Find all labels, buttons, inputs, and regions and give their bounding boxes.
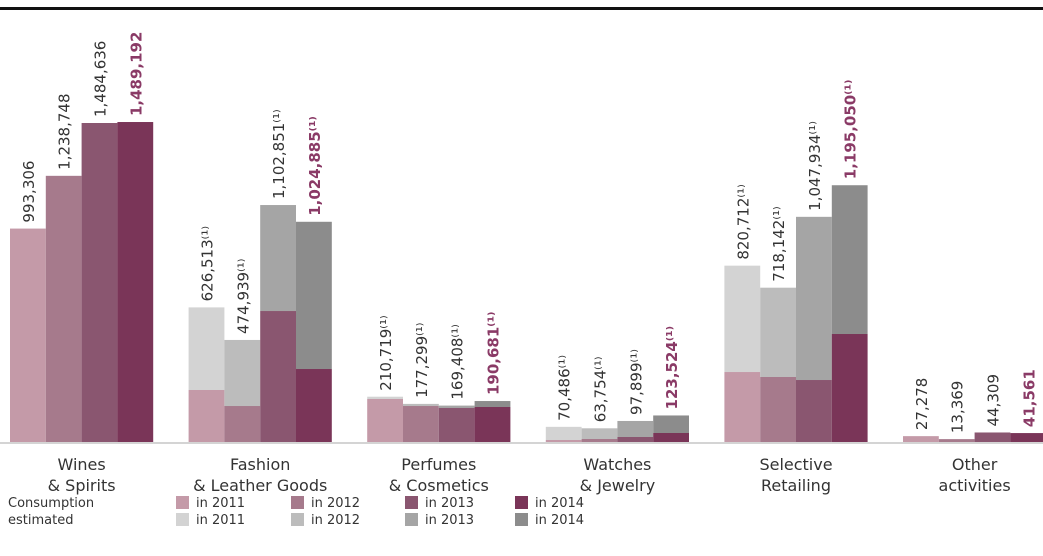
value-label: 210,719⁽¹⁾	[377, 315, 395, 390]
x-tick-label: activities	[939, 476, 1011, 495]
bar-segment	[367, 396, 403, 400]
bar-segment	[296, 369, 332, 442]
bar-segment	[724, 265, 761, 373]
bar-segment	[188, 390, 225, 442]
x-tick-label: Perfumes	[401, 455, 476, 474]
bar-segment	[831, 334, 868, 442]
legend-label: in 2014	[535, 513, 584, 528]
value-label: 41,561	[1020, 369, 1038, 427]
bar-segment	[581, 428, 618, 439]
bar-segment	[367, 399, 403, 442]
x-tick-label: & Leather Goods	[193, 476, 327, 495]
bar-segment	[617, 436, 654, 442]
bar-segment	[545, 426, 582, 441]
bar-segment	[903, 436, 939, 442]
value-label: 993,306	[20, 161, 38, 223]
x-tick-label: Watches	[583, 455, 651, 474]
value-label: 820,712⁽¹⁾	[734, 184, 752, 259]
value-label: 1,489,192	[127, 32, 145, 116]
value-label: 1,024,885⁽¹⁾	[306, 116, 324, 216]
bar-segment	[438, 408, 475, 442]
x-tick-label: Wines	[57, 455, 105, 474]
value-label: 626,513⁽¹⁾	[199, 226, 217, 301]
bar-segment	[403, 406, 439, 442]
legend-swatch	[176, 496, 189, 509]
value-label: 63,754⁽¹⁾	[592, 356, 610, 422]
bar-segment	[474, 406, 511, 442]
bar-segment	[10, 228, 46, 442]
bar-segment	[831, 185, 868, 335]
value-label: 177,299⁽¹⁾	[413, 322, 431, 397]
bar-segment	[653, 432, 689, 442]
bar-segment	[545, 440, 582, 442]
x-tick-label: Retailing	[761, 476, 831, 495]
value-label: 27,278	[913, 378, 931, 431]
value-label: 1,047,934⁽¹⁾	[806, 121, 824, 211]
legend-label: in 2013	[425, 496, 474, 511]
bar-segment	[796, 380, 832, 442]
x-tick-label: Other	[952, 455, 998, 474]
value-label: 123,524⁽¹⁾	[663, 326, 681, 410]
x-tick-label: Fashion	[230, 455, 290, 474]
value-label: 474,939⁽¹⁾	[234, 259, 252, 334]
legend-swatch	[176, 513, 189, 526]
bar-segment	[724, 372, 761, 442]
value-label: 13,369	[949, 381, 967, 434]
legend-row-label: estimated	[8, 513, 73, 528]
bar-segment	[296, 221, 332, 370]
value-label: 169,408⁽¹⁾	[449, 324, 467, 399]
bar-segment	[438, 405, 475, 409]
value-label: 718,142⁽¹⁾	[770, 206, 788, 281]
value-label: 44,309	[985, 374, 1003, 427]
legend-swatch	[515, 513, 528, 526]
bar-segment	[760, 377, 796, 442]
bar-segment	[974, 432, 1011, 442]
legend-label: in 2013	[425, 513, 474, 528]
value-label: 1,484,636	[92, 41, 110, 117]
bar-segment	[653, 415, 689, 433]
legend-row-label: Consumption	[8, 496, 94, 511]
legend-label: in 2011	[196, 496, 245, 511]
bar-segment	[188, 307, 225, 391]
x-tick-label: & Spirits	[48, 476, 116, 495]
x-tick-label: & Jewelry	[580, 476, 656, 495]
bar-segment	[403, 403, 439, 407]
bar-segment	[81, 123, 118, 442]
bar-segment	[796, 216, 832, 381]
bar-segment	[474, 401, 511, 407]
legend-swatch	[405, 513, 418, 526]
bar-segment	[581, 438, 618, 442]
bar-segment	[938, 439, 975, 442]
bar-segment	[224, 339, 261, 407]
legend-swatch	[515, 496, 528, 509]
value-label: 97,899⁽¹⁾	[627, 349, 645, 415]
legend-swatch	[405, 496, 418, 509]
legend-label: in 2012	[311, 496, 360, 511]
bar-segment	[617, 420, 654, 437]
legend-label: in 2012	[311, 513, 360, 528]
value-label: 1,238,748	[56, 93, 74, 169]
bar-segment	[260, 205, 296, 312]
value-label: 1,102,851⁽¹⁾	[270, 109, 288, 199]
value-label: 190,681⁽¹⁾	[485, 311, 503, 395]
bar-segment	[45, 175, 82, 442]
legend-label: in 2011	[196, 513, 245, 528]
legend-swatch	[291, 513, 304, 526]
x-tick-label: Selective	[759, 455, 832, 474]
legend-swatch	[291, 496, 304, 509]
bar-segment	[224, 406, 261, 442]
value-label: 70,486⁽¹⁾	[556, 355, 574, 421]
legend-label: in 2014	[535, 496, 584, 511]
bar-segment	[760, 287, 796, 378]
x-tick-label: & Cosmetics	[389, 476, 489, 495]
bar-segment	[260, 311, 296, 442]
bar-segment	[117, 122, 154, 442]
bar-segment	[1010, 433, 1043, 442]
value-label: 1,195,050⁽¹⁾	[842, 80, 860, 180]
top-rule	[0, 7, 1043, 10]
